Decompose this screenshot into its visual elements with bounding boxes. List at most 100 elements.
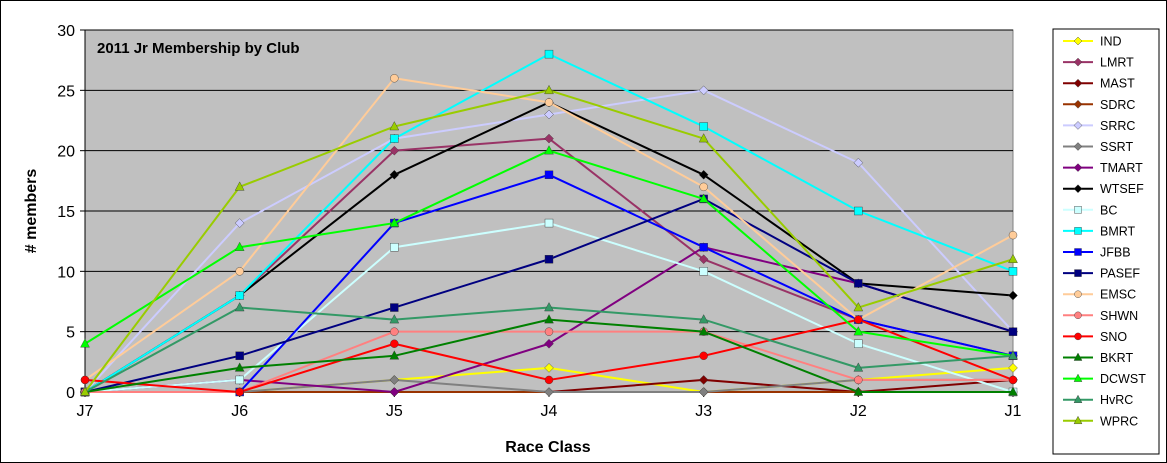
data-point-hvrc — [853, 362, 864, 372]
data-point-bc — [235, 375, 244, 385]
legend-entry-sno: SNO — [1063, 330, 1127, 344]
data-point-ssrt — [544, 387, 554, 397]
y-tick-label: 10 — [57, 264, 75, 281]
data-point-wprc — [80, 386, 90, 396]
data-point-lmrt — [389, 145, 400, 156]
legend-label: LMRT — [1100, 56, 1134, 70]
legend-entry-ssrt: SSRT — [1063, 140, 1133, 154]
x-tick-label: J7 — [77, 403, 94, 420]
legend-marker — [1073, 373, 1083, 382]
data-point-shwn — [544, 327, 554, 336]
legend-marker — [1073, 142, 1083, 151]
data-point-bc — [699, 267, 708, 276]
data-point-shwn — [390, 327, 399, 336]
data-point-wprc — [234, 181, 245, 191]
legend-label: WTSEF — [1100, 182, 1144, 196]
legend-entry-jfbb: JFBB — [1063, 246, 1131, 260]
legend-entry-dcwst: DCWST — [1063, 372, 1146, 386]
data-point-pasef — [390, 303, 399, 312]
data-point-dcwst — [698, 193, 709, 203]
data-point-bkrt — [1008, 386, 1018, 396]
legend-label: HvRC — [1100, 393, 1133, 407]
data-point-pasef — [544, 255, 554, 264]
data-point-sno — [854, 315, 863, 324]
data-point-dcwst — [80, 338, 90, 348]
y-axis-title: # members — [23, 169, 40, 254]
data-point-pasef — [854, 279, 863, 288]
x-axis-title: Race Class — [505, 439, 590, 456]
legend-marker — [1074, 269, 1082, 277]
data-point-emsc — [235, 267, 244, 276]
data-point-jfbb — [544, 170, 554, 180]
data-point-pasef — [235, 351, 244, 360]
legend-entry-wprc: WPRC — [1063, 414, 1138, 428]
legend-label: DCWST — [1100, 372, 1146, 386]
legend-marker — [1073, 184, 1083, 193]
legend-marker — [1074, 248, 1082, 256]
data-point-srrc — [544, 109, 554, 120]
data-point-hvrc — [698, 314, 709, 324]
legend-entry-mast: MAST — [1063, 77, 1135, 91]
data-point-wprc — [853, 302, 864, 312]
legend-entry-bmrt: BMRT — [1063, 224, 1136, 238]
legend-marker — [1074, 206, 1082, 214]
data-point-sno — [80, 375, 90, 385]
data-point-sno — [235, 387, 244, 397]
legend-label: BMRT — [1100, 224, 1136, 238]
y-tick-label: 5 — [66, 325, 75, 342]
x-tick-label: J5 — [386, 403, 403, 420]
legend-marker — [1073, 163, 1083, 172]
legend-label: SSRT — [1100, 140, 1133, 154]
data-point-lmrt — [698, 254, 709, 265]
y-tick-label: 30 — [57, 23, 75, 40]
legend-entry-emsc: EMSC — [1063, 288, 1136, 302]
data-point-tmart — [544, 338, 554, 349]
y-tick-label: 15 — [57, 204, 75, 221]
chart-title: 2011 Jr Membership by Club — [97, 40, 300, 57]
data-point-sno — [390, 339, 399, 348]
legend-marker — [1073, 352, 1083, 361]
data-point-mast — [698, 375, 709, 385]
data-point-dcwst — [544, 145, 554, 155]
series-dcwst — [80, 145, 1018, 360]
data-point-ssrt — [698, 387, 709, 397]
data-point-bkrt — [853, 386, 864, 396]
data-point-dcwst — [389, 217, 400, 227]
data-point-wtsef — [1008, 290, 1018, 301]
data-point-wprc — [544, 84, 554, 95]
data-point-emsc — [544, 98, 554, 107]
legend-entry-bc: BC — [1063, 203, 1117, 217]
legend-box — [1052, 28, 1160, 455]
legend-entry-sdrc: SDRC — [1063, 98, 1135, 112]
legend-label: TMART — [1100, 161, 1143, 175]
data-point-hvrc — [234, 302, 245, 312]
legend: IND LMRT MAST SDRC SRRC SSRT TMART WTSEF BC BMRT J… — [1063, 35, 1146, 428]
legend-label: EMSC — [1100, 288, 1136, 302]
legend-entry-srrc: SRRC — [1063, 119, 1135, 133]
data-point-bmrt — [235, 291, 244, 300]
y-tick-label: 0 — [66, 385, 75, 402]
legend-entry-lmrt: LMRT — [1063, 56, 1134, 70]
data-point-dcwst — [234, 241, 245, 251]
legend-label: BC — [1100, 203, 1117, 217]
data-point-bkrt — [234, 362, 245, 372]
data-point-hvrc — [544, 302, 554, 312]
data-point-pasef — [1008, 327, 1018, 336]
legend-entry-bkrt: BKRT — [1063, 351, 1133, 365]
legend-entry-pasef: PASEF — [1063, 267, 1140, 281]
chart-title-box — [90, 34, 362, 62]
legend-entry-wtsef: WTSEF — [1063, 182, 1144, 196]
data-point-bmrt — [544, 49, 554, 59]
legend-marker — [1074, 290, 1082, 298]
data-point-sno — [1008, 375, 1018, 385]
legend-marker — [1073, 100, 1083, 109]
legend-marker — [1074, 332, 1082, 341]
data-point-srrc — [853, 157, 864, 168]
data-point-wtsef — [389, 170, 400, 180]
data-point-bkrt — [389, 350, 400, 360]
legend-label: IND — [1100, 35, 1122, 49]
data-point-sno — [699, 351, 708, 360]
legend-label: SDRC — [1100, 98, 1135, 112]
x-tick-label: J2 — [850, 403, 867, 420]
